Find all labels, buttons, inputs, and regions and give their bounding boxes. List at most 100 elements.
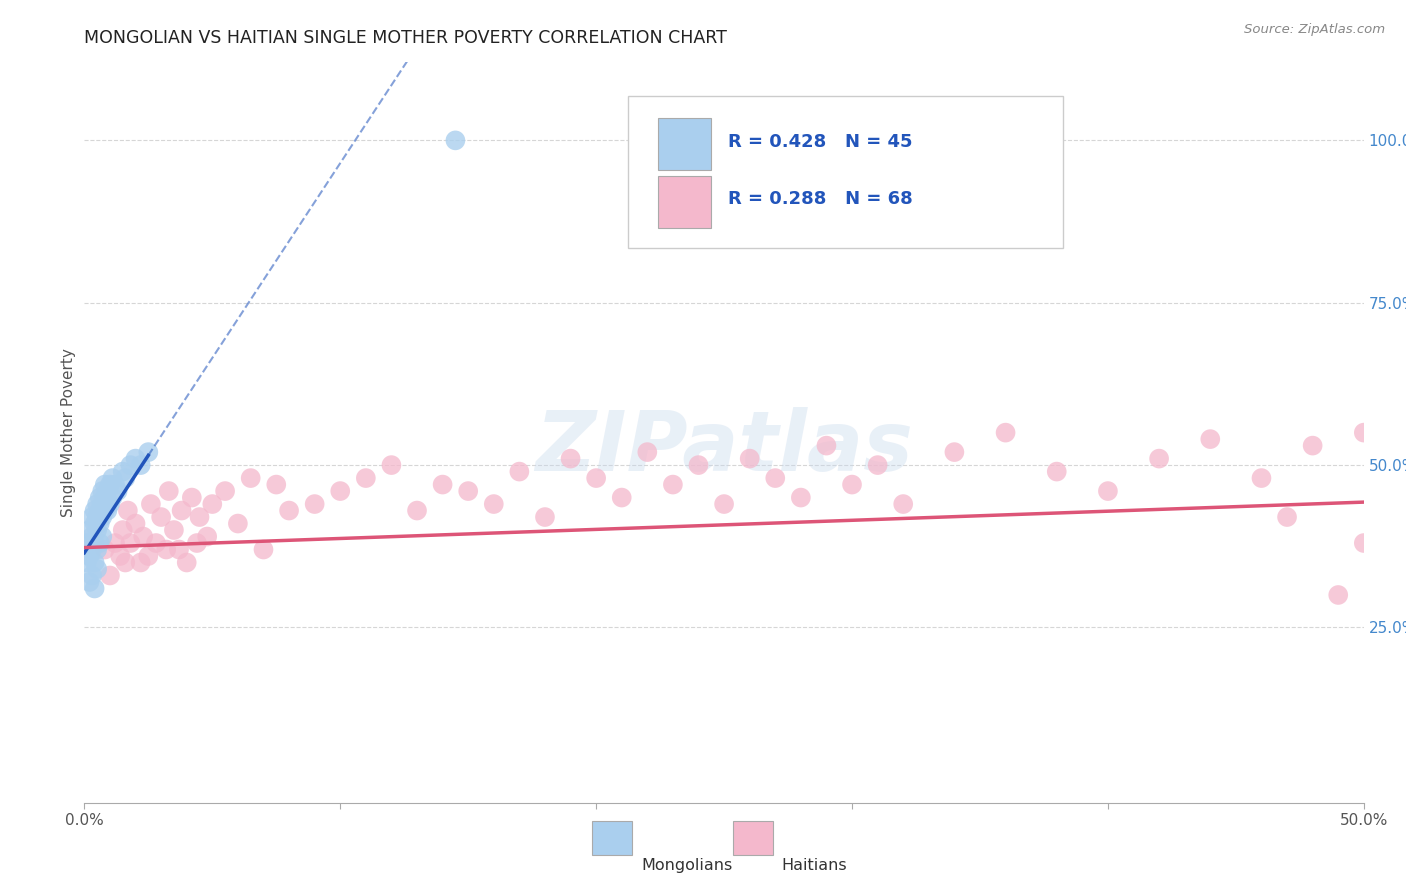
Point [329,484,352,499]
Point [86,523,108,537]
Point [91,510,114,524]
Point [83,516,105,531]
Point [114,556,136,570]
Point [91,497,114,511]
Point [1302,439,1324,453]
Point [406,503,429,517]
Point [1199,432,1222,446]
Point [80,542,103,557]
Point [79,549,101,563]
Point [98,497,121,511]
Point [444,133,467,147]
Point [104,477,127,491]
Point [1147,451,1170,466]
Point [1353,425,1375,440]
Point [252,542,274,557]
Point [167,542,190,557]
Point [482,497,505,511]
Point [1275,510,1298,524]
Point [560,451,582,466]
Point [80,510,103,524]
Point [180,491,202,505]
Point [304,497,326,511]
Point [80,568,103,582]
Point [79,574,101,589]
Point [83,503,105,517]
Point [89,491,111,505]
Point [214,484,236,499]
Point [508,465,530,479]
FancyBboxPatch shape [592,822,631,855]
Point [188,510,211,524]
Point [155,542,177,557]
Point [457,484,479,499]
Point [943,445,966,459]
Point [101,471,124,485]
Point [688,458,710,472]
Point [1046,465,1069,479]
Point [94,503,117,517]
Point [94,491,117,505]
Point [94,477,117,491]
Text: Haitians: Haitians [782,858,848,873]
Text: ZIPatlas: ZIPatlas [536,407,912,488]
Point [108,549,131,563]
Point [195,529,218,543]
Point [138,445,160,459]
Point [610,491,633,505]
Text: Source: ZipAtlas.com: Source: ZipAtlas.com [1244,23,1385,37]
Point [170,503,193,517]
Point [763,471,786,485]
Point [186,536,208,550]
Point [94,542,117,557]
Point [636,445,658,459]
Point [585,471,607,485]
Point [129,556,152,570]
Point [83,536,105,550]
Point [91,484,114,499]
Point [790,491,813,505]
Point [354,471,377,485]
Point [239,471,262,485]
Text: MONGOLIAN VS HAITIAN SINGLE MOTHER POVERTY CORRELATION CHART: MONGOLIAN VS HAITIAN SINGLE MOTHER POVER… [84,29,727,47]
Point [89,536,111,550]
Point [107,484,129,499]
Point [124,516,146,531]
Point [114,471,136,485]
Point [815,439,838,453]
Point [150,510,173,524]
Point [145,536,167,550]
Point [96,484,118,499]
Point [120,458,142,472]
Point [1353,536,1375,550]
Point [278,503,301,517]
FancyBboxPatch shape [733,822,773,855]
Point [662,477,685,491]
Point [80,529,103,543]
Point [86,497,108,511]
FancyBboxPatch shape [628,95,1063,247]
Point [98,568,121,582]
Text: Mongolians: Mongolians [641,858,733,873]
Point [1327,588,1350,602]
Point [83,582,105,596]
Point [76,536,98,550]
Point [104,536,127,550]
Point [89,516,111,531]
Point [111,523,134,537]
Point [713,497,735,511]
Point [163,523,186,537]
Point [138,549,160,563]
Point [994,425,1017,440]
Point [120,536,142,550]
Point [86,510,108,524]
Point [201,497,224,511]
Point [83,556,105,570]
Point [432,477,454,491]
Point [139,497,162,511]
Point [866,458,889,472]
Point [111,465,134,479]
Point [1097,484,1119,499]
Y-axis label: Single Mother Poverty: Single Mother Poverty [60,348,76,517]
FancyBboxPatch shape [658,118,711,169]
